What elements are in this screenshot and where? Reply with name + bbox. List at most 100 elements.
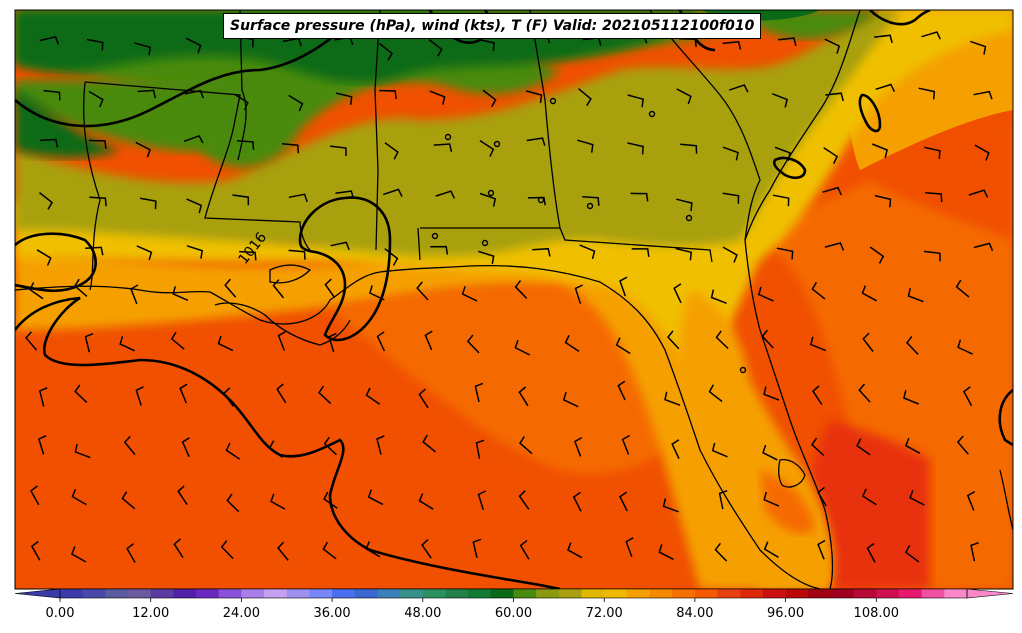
wind-barb — [378, 42, 393, 61]
wind-barb — [866, 542, 876, 563]
colorbar-swatch — [898, 589, 923, 598]
wind-barb — [330, 241, 350, 251]
wind-barbs — [25, 31, 994, 563]
wind-barb — [322, 541, 337, 560]
wind-barb — [466, 334, 480, 354]
colorbar-swatch — [196, 589, 220, 598]
map-title: Surface pressure (hPa), wind (kts), T (F… — [223, 13, 762, 39]
colorbar-swatch — [264, 589, 288, 598]
station-markers — [431, 97, 747, 374]
colorbar-swatch — [717, 589, 741, 598]
wind-barb — [288, 193, 308, 203]
wind-barb — [376, 331, 386, 352]
colorbar-swatch — [218, 589, 242, 598]
wind-barb — [25, 331, 38, 351]
wind-barb — [619, 491, 628, 512]
wind-barb — [776, 247, 794, 260]
wind-barb — [233, 93, 249, 111]
wind-barb — [532, 247, 551, 257]
colorbar-tick-label: 96.00 — [766, 606, 805, 621]
wind-barb — [323, 491, 338, 509]
wind-barb — [619, 276, 628, 297]
wind-barb — [763, 386, 780, 401]
wind-barb — [73, 278, 88, 297]
wind-barb — [177, 485, 188, 506]
wind-barb — [74, 384, 88, 403]
wind-barb — [869, 246, 885, 264]
wind-barb — [418, 493, 434, 510]
wind-barb — [968, 189, 989, 198]
wind-barb — [858, 383, 871, 403]
colorbar-swatch — [422, 589, 446, 598]
wind-barb — [135, 386, 144, 406]
wind-barb — [429, 90, 446, 105]
wind-barb — [88, 139, 107, 149]
wind-barb — [825, 92, 844, 102]
wind-barb — [562, 391, 579, 408]
wind-barb — [384, 248, 399, 266]
wind-barb — [763, 541, 779, 558]
wind-barb — [379, 89, 397, 99]
wind-barb — [772, 194, 790, 207]
wind-barb — [435, 190, 456, 199]
wind-barb — [970, 40, 987, 55]
wind-barb — [39, 36, 60, 45]
colorbar-swatch — [105, 589, 129, 598]
colorbar-tick-label: 48.00 — [404, 606, 442, 621]
wind-barb — [183, 134, 204, 144]
colorbar-swatch — [740, 589, 764, 598]
wind-barb — [217, 335, 234, 352]
colorbar-swatch — [150, 589, 174, 598]
wind-barb — [272, 279, 285, 299]
colorbar-swatch — [60, 589, 84, 598]
colorbar-swatch — [672, 589, 696, 598]
wind-barb — [433, 143, 453, 152]
wind-barb — [376, 435, 385, 455]
colorbar-swatch — [921, 589, 945, 598]
colorbar-swatch — [762, 589, 787, 598]
wind-barb — [763, 491, 780, 507]
wind-barb — [811, 281, 826, 300]
wind-barb — [139, 197, 157, 210]
wind-barb — [418, 388, 429, 409]
colorbar-tick-label: 108.00 — [853, 606, 900, 621]
wind-barb — [874, 34, 893, 44]
wind-barb — [973, 242, 994, 252]
wind-barb — [722, 192, 740, 204]
wind-barb — [281, 143, 300, 154]
colorbar-swatch — [944, 589, 968, 598]
wind-barb — [921, 31, 941, 40]
wind-barb — [430, 245, 449, 255]
wind-barb — [973, 90, 993, 100]
wind-barb — [519, 436, 533, 455]
wind-barb — [675, 247, 693, 261]
wind-barb — [186, 198, 203, 214]
wind-barb — [239, 250, 257, 261]
wind-barb — [572, 491, 582, 512]
wind-barb — [236, 139, 255, 150]
wind-barb — [36, 249, 52, 266]
colorbar-extend-high — [966, 588, 1014, 599]
colorbar-swatch — [241, 589, 265, 598]
wind-barb — [288, 249, 306, 260]
wind-barb — [324, 278, 336, 299]
wind-barb — [525, 90, 543, 104]
wind-barb — [71, 488, 87, 506]
wind-barb — [479, 192, 497, 207]
colorbar-tick-label: 24.00 — [222, 606, 260, 621]
wind-barb — [277, 331, 286, 351]
wind-barb — [367, 489, 384, 506]
wind-barb — [232, 194, 250, 206]
colorbar-tick-label: 0.00 — [45, 606, 75, 621]
wind-barb — [812, 385, 823, 405]
colorbar-tick-label: 84.00 — [676, 606, 714, 621]
wind-barb — [811, 437, 825, 457]
wind-barb — [722, 146, 739, 161]
wind-barb — [957, 339, 973, 355]
colorbar-swatch — [400, 589, 424, 598]
wind-barb — [667, 330, 680, 350]
wind-barb — [220, 540, 234, 560]
colorbar-swatch — [128, 589, 152, 598]
wind-barb — [627, 142, 644, 155]
wind-barb — [710, 289, 727, 304]
